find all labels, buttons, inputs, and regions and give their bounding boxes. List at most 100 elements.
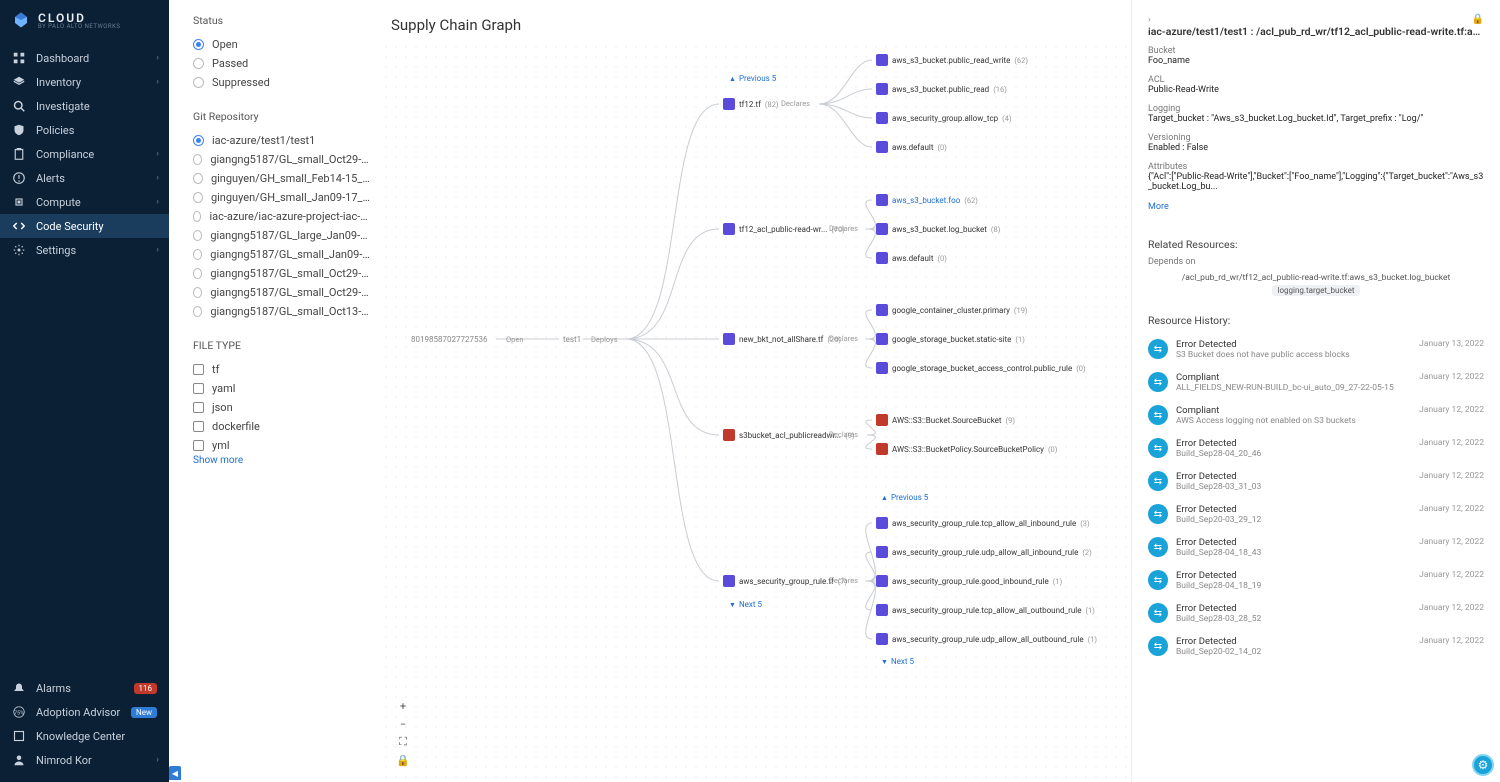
bell-icon	[12, 681, 26, 695]
nav-item-dashboard[interactable]: Dashboard›	[0, 46, 169, 70]
nav-item-compliance[interactable]: Compliance›	[0, 142, 169, 166]
history-item-1[interactable]: ⇆ Compliant ALL_FIELDS_NEW-RUN-BUILD_bc-…	[1148, 366, 1484, 399]
more-link[interactable]: More	[1148, 202, 1169, 212]
lock-button[interactable]: 🔒	[396, 753, 410, 767]
checkbox-icon	[193, 402, 204, 413]
history-item-0[interactable]: ⇆ Error Detected S3 Bucket does not have…	[1148, 333, 1484, 366]
history-item-8[interactable]: ⇆ Error Detected Build_Sep28-03_28_52 Ja…	[1148, 597, 1484, 630]
chevron-right-icon[interactable]: ›	[1148, 15, 1151, 25]
graph-node-parent-0[interactable]: tf12.tf(82)	[723, 98, 779, 110]
node-icon	[876, 83, 888, 95]
graph-node-child-2-0[interactable]: google_container_cluster.primary(19)	[876, 304, 1028, 316]
alert-icon	[12, 171, 26, 185]
nav-item-investigate[interactable]: Investigate	[0, 94, 169, 118]
graph-node-child-4-4[interactable]: aws_security_group_rule.udp_allow_all_ou…	[876, 633, 1097, 645]
graph-node-child-4-2[interactable]: aws_security_group_rule.good_inbound_rul…	[876, 575, 1062, 587]
filter-repo: Git Repository iac-azure/test1/test1gian…	[193, 110, 371, 321]
status-option-suppressed[interactable]: Suppressed	[193, 73, 371, 92]
status-option-passed[interactable]: Passed	[193, 54, 371, 73]
repo-option-0[interactable]: iac-azure/test1/test1	[193, 131, 371, 150]
nav-collapse-button[interactable]: ◀	[169, 766, 181, 780]
graph-node-child-3-0[interactable]: AWS::S3::Bucket.SourceBucket(9)	[876, 414, 1015, 426]
repo-option-4[interactable]: iac-azure/iac-azure-project-iac-github/i…	[193, 207, 371, 226]
graph-node-child-4-1[interactable]: aws_security_group_rule.udp_allow_all_in…	[876, 546, 1092, 558]
node-icon	[723, 333, 735, 345]
filetype-option-yml[interactable]: yml	[193, 436, 371, 455]
nav-item-policies[interactable]: Policies	[0, 118, 169, 142]
repo-option-5[interactable]: giangng5187/GL_large_Jan09-15_37_49	[193, 226, 371, 245]
nav-badge: 116	[134, 683, 158, 694]
repo-option-1[interactable]: giangng5187/GL_small_Oct29-14_09_43	[193, 150, 371, 169]
nav-item-alarms[interactable]: Alarms116	[0, 676, 169, 700]
nav-badge: New	[131, 707, 157, 718]
history-icon: ⇆	[1148, 438, 1168, 458]
node-icon	[876, 304, 888, 316]
brand-subtitle: BY PALO ALTO NETWORKS	[38, 23, 120, 30]
zoom-in-button[interactable]: +	[396, 699, 410, 713]
prev-5-button[interactable]: ▲Previous 5	[881, 493, 928, 502]
graph-node-child-3-1[interactable]: AWS::S3::BucketPolicy.SourceBucketPolicy…	[876, 443, 1057, 455]
graph-node-child-2-1[interactable]: google_storage_bucket.static-site(1)	[876, 333, 1025, 345]
graph-node-child-0-2[interactable]: aws_security_group.allow_tcp(4)	[876, 112, 1012, 124]
kv-acl: ACLPublic-Read-Write	[1148, 75, 1484, 95]
filetype-option-tf[interactable]: tf	[193, 360, 371, 379]
graph-node-parent-2[interactable]: new_bkt_not_allShare.tf(20)	[723, 333, 841, 345]
nav-item-nimrod-kor[interactable]: Nimrod Kor›	[0, 748, 169, 772]
repo-option-8[interactable]: giangng5187/GL_small_Oct29-14_09_39	[193, 283, 371, 302]
code-icon	[12, 219, 26, 233]
repo-option-7[interactable]: giangng5187/GL_small_Oct29-14_09_32	[193, 264, 371, 283]
history-item-2[interactable]: ⇆ Compliant AWS Access logging not enabl…	[1148, 399, 1484, 432]
node-icon	[723, 429, 735, 441]
graph-node-child-1-2[interactable]: aws.default(0)	[876, 252, 947, 264]
history-item-3[interactable]: ⇆ Error Detected Build_Sep28-04_20_46 Ja…	[1148, 432, 1484, 465]
graph-canvas[interactable]: + − ⛶ 🔒 80198587027727536 Open test1 Dep…	[381, 42, 1131, 782]
nav-item-knowledge-center[interactable]: Knowledge Center	[0, 724, 169, 748]
next-5-button[interactable]: ▼Next 5	[881, 657, 914, 666]
nav-items: Dashboard›Inventory›InvestigatePoliciesC…	[0, 40, 169, 676]
dependency-tag: logging.target_bucket	[1272, 285, 1361, 296]
nav-item-alerts[interactable]: Alerts›	[0, 166, 169, 190]
fit-button[interactable]: ⛶	[396, 735, 410, 749]
next-5-button[interactable]: ▼Next 5	[729, 600, 762, 609]
nav-item-code-security[interactable]: Code Security	[0, 214, 169, 238]
history-item-7[interactable]: ⇆ Error Detected Build_Sep28-04_18_19 Ja…	[1148, 564, 1484, 597]
graph-node-child-4-3[interactable]: aws_security_group_rule.tcp_allow_all_ou…	[876, 604, 1095, 616]
graph-node-child-2-2[interactable]: google_storage_bucket_access_control.pub…	[876, 362, 1086, 374]
graph-node-child-0-3[interactable]: aws.default(0)	[876, 141, 947, 153]
repo-option-3[interactable]: ginguyen/GH_small_Jan09-17_25_31	[193, 188, 371, 207]
filetype-option-json[interactable]: json	[193, 398, 371, 417]
nav-item-compute[interactable]: Compute›	[0, 190, 169, 214]
filetype-option-yaml[interactable]: yaml	[193, 379, 371, 398]
help-gear-button[interactable]: ⚙	[1472, 754, 1494, 776]
prev-5-button[interactable]: ▲Previous 5	[729, 74, 776, 83]
graph-node-child-1-0[interactable]: aws_s3_bucket.foo(62)	[876, 194, 978, 206]
radio-icon	[193, 135, 204, 146]
filetype-option-dockerfile[interactable]: dockerfile	[193, 417, 371, 436]
graph-node-child-4-0[interactable]: aws_security_group_rule.tcp_allow_all_in…	[876, 517, 1090, 529]
status-option-open[interactable]: Open	[193, 35, 371, 54]
repo-option-2[interactable]: ginguyen/GH_small_Feb14-15_38_01	[193, 169, 371, 188]
user-icon	[12, 753, 26, 767]
graph-node-child-0-0[interactable]: aws_s3_bucket.public_read_write(62)	[876, 54, 1028, 66]
node-icon	[876, 443, 888, 455]
history-item-5[interactable]: ⇆ Error Detected Build_Sep20-03_29_12 Ja…	[1148, 498, 1484, 531]
history-item-6[interactable]: ⇆ Error Detected Build_Sep28-04_18_43 Ja…	[1148, 531, 1484, 564]
resource-history-title: Resource History:	[1148, 314, 1484, 327]
history-icon: ⇆	[1148, 471, 1168, 491]
history-item-9[interactable]: ⇆ Error Detected Build_Sep20-02_14_02 Ja…	[1148, 630, 1484, 663]
repo-option-6[interactable]: giangng5187/GL_small_Jan09-15_37_43	[193, 245, 371, 264]
filetype-show-more[interactable]: Show more	[193, 455, 371, 466]
history-icon: ⇆	[1148, 603, 1168, 623]
percent-icon: 75%	[12, 705, 26, 719]
nav-item-inventory[interactable]: Inventory›	[0, 70, 169, 94]
repo-option-9[interactable]: giangng5187/GL_small_Oct13-07_24_49	[193, 302, 371, 321]
graph-node-child-1-1[interactable]: aws_s3_bucket.log_bucket(8)	[876, 223, 1000, 235]
nav-item-adoption-advisor[interactable]: 75%Adoption AdvisorNew	[0, 700, 169, 724]
nav-item-settings[interactable]: Settings›	[0, 238, 169, 262]
page-title: Supply Chain Graph	[381, 0, 1131, 42]
declares-label: Declares	[781, 99, 810, 108]
graph-node-parent-1[interactable]: tf12_acl_public-read-wr...(70)	[723, 223, 845, 235]
zoom-out-button[interactable]: −	[396, 717, 410, 731]
graph-node-child-0-1[interactable]: aws_s3_bucket.public_read(16)	[876, 83, 1007, 95]
history-item-4[interactable]: ⇆ Error Detected Build_Sep28-03_31_03 Ja…	[1148, 465, 1484, 498]
